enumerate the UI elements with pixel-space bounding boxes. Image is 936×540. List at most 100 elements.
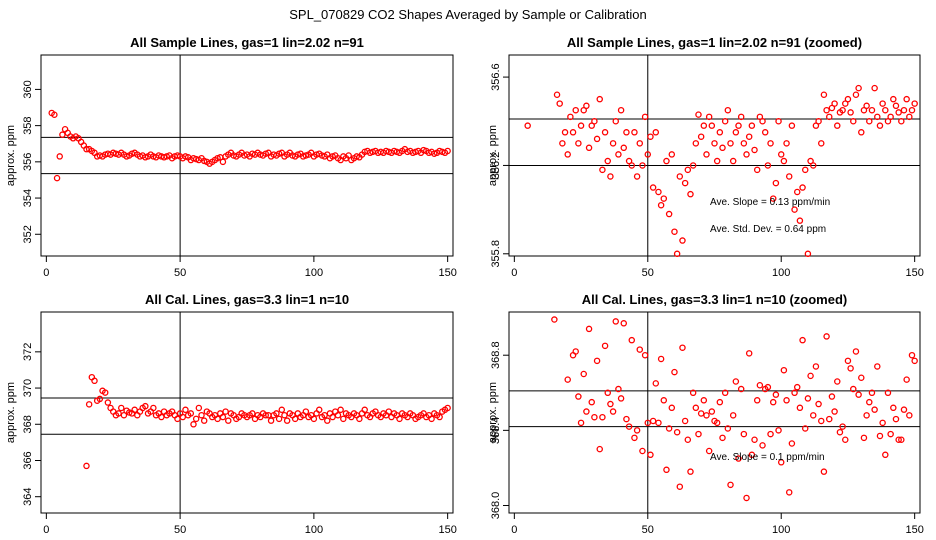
- data-point: [623, 415, 630, 423]
- data-point: [799, 184, 806, 191]
- data-point: [641, 351, 649, 359]
- data-point: [679, 237, 686, 244]
- y-tick-label: 368.4: [490, 417, 502, 445]
- data-point: [564, 376, 571, 383]
- data-point: [601, 342, 609, 350]
- data-point: [751, 146, 758, 154]
- data-point: [118, 404, 125, 412]
- data-point: [628, 336, 636, 344]
- data-point: [692, 140, 700, 147]
- data-point: [740, 140, 748, 147]
- data-point: [705, 113, 713, 121]
- data-point: [639, 447, 646, 455]
- data-point: [561, 129, 569, 136]
- data-point: [900, 106, 908, 114]
- data-point: [617, 395, 625, 402]
- data-point: [687, 468, 694, 475]
- data-point: [729, 412, 737, 419]
- data-point: [633, 173, 641, 180]
- x-tick-label: 100: [772, 267, 790, 279]
- data-point: [575, 393, 582, 400]
- data-point: [655, 188, 662, 196]
- chart-panel-1: All Sample Lines, gas=1 lin=2.02 n=91 0 50…: [5, 35, 457, 279]
- data-point: [647, 133, 654, 140]
- data-point: [868, 389, 876, 397]
- data-point: [644, 419, 652, 427]
- data-point: [828, 393, 836, 400]
- data-point: [315, 406, 323, 414]
- data-point: [641, 113, 649, 121]
- data-point: [793, 188, 801, 196]
- y-tick-label: 368.8: [490, 341, 502, 369]
- data-point: [652, 129, 660, 136]
- data-point: [884, 389, 892, 397]
- data-point: [705, 447, 713, 455]
- data-point: [588, 398, 595, 406]
- data-point: [772, 179, 780, 187]
- data-point: [780, 366, 788, 374]
- data-point: [361, 406, 368, 414]
- data-point: [737, 113, 745, 121]
- data-point: [708, 122, 716, 129]
- data-point: [551, 316, 558, 323]
- data-point: [158, 413, 165, 421]
- data-point: [644, 151, 652, 158]
- data-point: [895, 109, 902, 116]
- data-point: [585, 325, 593, 333]
- x-tick-label: 50: [642, 267, 654, 279]
- data-point: [700, 397, 708, 404]
- data-point: [823, 333, 830, 340]
- x-tick-label: 50: [174, 524, 186, 536]
- data-point: [583, 408, 590, 415]
- data-point: [617, 106, 625, 114]
- data-point: [604, 389, 611, 397]
- data-point: [783, 397, 790, 404]
- x-tick-label: 0: [511, 524, 517, 536]
- annotation: Ave. Slope = 0.1 ppm/min: [710, 452, 825, 463]
- data-point: [649, 417, 657, 425]
- data-point: [577, 122, 585, 129]
- data-point: [585, 144, 593, 152]
- data-point: [684, 436, 692, 443]
- x-tick-label: 150: [905, 267, 923, 279]
- data-point: [834, 122, 841, 129]
- data-point: [428, 415, 435, 423]
- data-point: [850, 385, 857, 393]
- data-point: [647, 451, 654, 459]
- x-tick-label: 100: [305, 267, 323, 279]
- plot-frame: [40, 311, 454, 514]
- data-point: [756, 382, 764, 389]
- data-point: [628, 162, 636, 169]
- data-point: [834, 378, 841, 385]
- data-point: [673, 428, 681, 436]
- data-point: [900, 406, 908, 413]
- data-point: [831, 408, 838, 415]
- x-tick-label: 0: [43, 267, 49, 279]
- x-tick-label: 150: [438, 267, 456, 279]
- x-tick-label: 150: [905, 524, 923, 536]
- data-point: [278, 406, 286, 414]
- data-point: [775, 427, 782, 434]
- data-point: [396, 415, 403, 423]
- data-point: [85, 401, 93, 408]
- data-point: [569, 129, 577, 136]
- data-point: [890, 404, 897, 412]
- y-tick-label: 352: [22, 225, 34, 243]
- data-point: [591, 413, 598, 421]
- data-point: [687, 190, 694, 198]
- data-point: [267, 417, 275, 424]
- data-point: [150, 404, 157, 412]
- data-point: [804, 395, 812, 402]
- annotation: Ave. Slope = 0.13 ppm/min: [710, 197, 830, 208]
- data-point: [639, 162, 646, 169]
- data-point: [631, 434, 638, 442]
- data-point: [633, 427, 641, 434]
- data-point: [283, 417, 291, 424]
- data-point: [855, 391, 862, 398]
- data-point: [764, 162, 772, 169]
- data-point: [225, 417, 232, 424]
- data-point: [660, 195, 668, 202]
- data-point: [887, 113, 894, 121]
- data-point: [769, 195, 777, 202]
- data-point: [745, 133, 753, 140]
